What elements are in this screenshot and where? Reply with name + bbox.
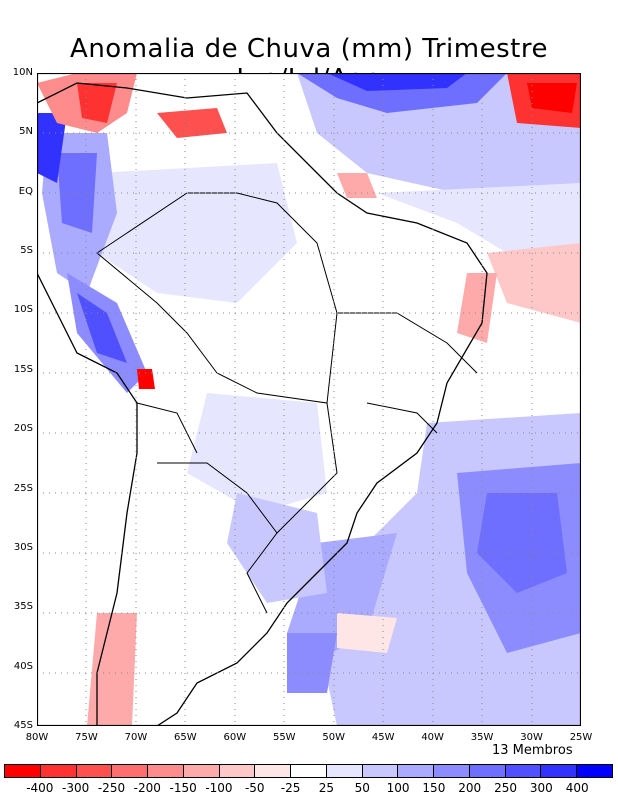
lon-label: 40W <box>421 732 444 743</box>
colorbar-bin <box>40 764 77 778</box>
lat-label: 30S <box>13 541 33 553</box>
colorbar-label: 50 <box>354 781 370 795</box>
colorbar-label: 300 <box>529 781 553 795</box>
anomaly-fields <box>37 73 581 726</box>
colorbar-label: -150 <box>169 781 197 795</box>
colorbar-label: 250 <box>494 781 517 795</box>
lon-label: 75W <box>75 732 98 743</box>
lon-label: 80W <box>25 732 49 743</box>
colorbar-label: 200 <box>458 781 482 795</box>
colorbar-bin <box>148 764 184 778</box>
colorbar-label: -25 <box>280 781 301 795</box>
colorbar-label: -300 <box>62 781 90 795</box>
colorbar-bin <box>541 764 578 778</box>
members-label: 13 Membros <box>492 743 573 758</box>
lon-label: 35W <box>470 732 494 743</box>
lat-label: 5N <box>19 126 33 138</box>
lon-label: 60W <box>223 732 247 743</box>
graticule <box>37 73 581 726</box>
colorbar-bin <box>505 764 542 778</box>
colorbar-label: 100 <box>386 781 410 795</box>
colorbar-label: 150 <box>422 781 446 795</box>
colorbar-label: -250 <box>97 781 126 795</box>
colorbar-bin <box>291 764 327 778</box>
lat-label: 40S <box>13 660 33 672</box>
colorbar-label: -100 <box>205 781 233 795</box>
colorbar-bin <box>112 764 149 778</box>
lat-label: 10N <box>12 67 33 78</box>
colorbar-bin <box>469 764 506 778</box>
colorbar-bin <box>434 764 470 778</box>
lat-label: 15S <box>13 363 33 375</box>
lon-label: 65W <box>174 732 197 743</box>
colorbar-label: -200 <box>133 781 161 795</box>
lon-label: 30W <box>520 732 543 743</box>
colorbar-bin <box>219 764 256 778</box>
lat-label: 10S <box>13 304 33 316</box>
rainfall-anomaly-map <box>36 72 582 727</box>
colorbar-bin <box>76 764 113 778</box>
lat-label: 35S <box>13 601 33 613</box>
colorbar-bin <box>183 764 220 778</box>
colorbar-label: -50 <box>244 781 265 795</box>
colorbar-bin <box>362 764 399 778</box>
colorbar <box>4 764 614 778</box>
lat-label: 25S <box>13 482 33 494</box>
colorbar-bin <box>398 764 435 778</box>
colorbar-bin <box>255 764 292 778</box>
lon-label: 25W <box>569 732 593 743</box>
colorbar-label: -400 <box>26 781 54 795</box>
lat-label: EQ <box>18 185 33 197</box>
map-frame <box>36 72 582 727</box>
lon-label: 50W <box>322 732 346 743</box>
lon-label: 70W <box>124 732 148 743</box>
lat-label: 5S <box>20 245 33 257</box>
map-area <box>36 72 582 727</box>
lon-label: 45W <box>371 732 395 743</box>
colorbar-bin <box>4 764 41 778</box>
lat-label: 45S <box>13 720 33 731</box>
colorbar-bin <box>326 764 363 778</box>
colorbar-bin <box>577 764 614 778</box>
lat-label: 20S <box>13 423 33 435</box>
lon-label: 55W <box>272 732 296 743</box>
colorbar-label: 25 <box>318 781 335 795</box>
colorbar-label: 400 <box>565 781 589 795</box>
